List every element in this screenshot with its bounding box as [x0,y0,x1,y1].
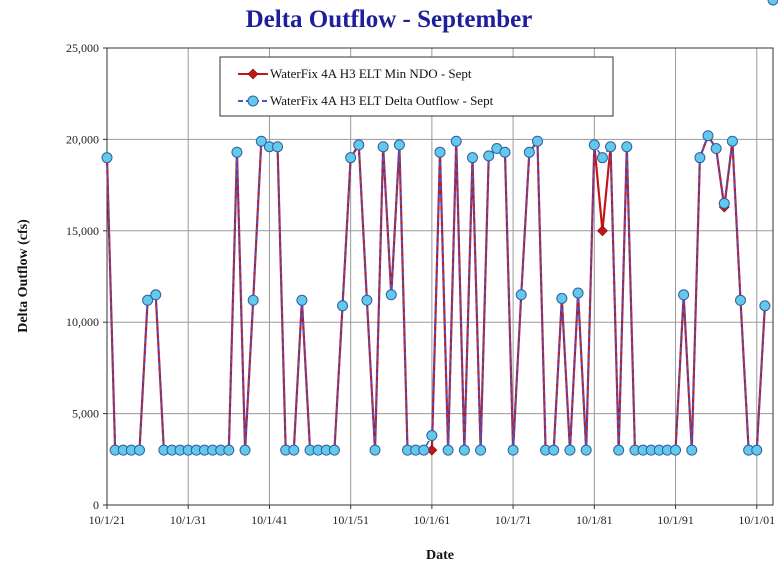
x-axis-label: Date [426,548,454,563]
y-tick-label: 20,000 [66,132,99,146]
data-point-delta-outflow [710,143,722,155]
data-point-delta-outflow [596,152,608,164]
data-point-delta-outflow [288,444,300,456]
data-point-delta-outflow [150,289,162,301]
data-point-delta-outflow [718,197,730,209]
data-point-delta-outflow [393,139,405,151]
data-point-delta-outflow [337,300,349,312]
data-point-delta-outflow [515,289,527,301]
data-point-delta-outflow [613,444,625,456]
x-tick-label: 10/1/91 [657,513,694,527]
y-tick-label: 0 [93,498,99,512]
data-point-delta-outflow [101,152,113,164]
plot-area [106,47,774,506]
data-point-delta-outflow [466,152,478,164]
data-point-delta-outflow [483,150,495,162]
y-axis-label: Delta Outflow (cfs) [16,219,31,333]
legend-label-min-ndo: WaterFix 4A H3 ELT Min NDO - Sept [270,66,472,81]
data-point-delta-outflow [475,444,487,456]
data-point-delta-outflow [767,0,778,6]
data-point-delta-outflow [621,141,633,153]
data-point-delta-outflow [418,444,430,456]
data-point-delta-outflow [223,444,235,456]
data-point-delta-outflow [564,444,576,456]
data-point-delta-outflow [759,300,771,312]
data-point-delta-outflow [686,444,698,456]
legend-box [219,56,614,117]
data-point-delta-outflow [450,135,462,147]
y-tick-label: 15,000 [66,224,99,238]
x-axis: 10/1/21 10/1/31 10/1/41 10/1/51 10/1/61 10/1/… [89,505,775,527]
data-point-delta-outflow [726,135,738,147]
data-point-delta-outflow [580,444,592,456]
data-point-delta-outflow [702,130,714,142]
y-tick-label: 25,000 [66,41,99,55]
legend-label-delta-outflow: WaterFix 4A H3 ELT Delta Outflow - Sept [270,93,494,108]
data-point-delta-outflow [531,135,543,147]
y-axis: 0 5,000 10,000 15,000 20,000 25,000 [66,41,107,512]
y-tick-label: 10,000 [66,315,99,329]
x-tick-label: 10/1/41 [251,513,288,527]
data-point-delta-outflow [345,152,357,164]
data-point-delta-outflow [361,294,373,306]
data-point-delta-outflow [133,444,145,456]
data-point-delta-outflow [507,444,519,456]
data-point-delta-outflow [255,135,267,147]
series-group [101,0,778,456]
data-point-delta-outflow [328,444,340,456]
data-point-delta-outflow [523,146,535,158]
gridlines [106,48,773,505]
x-tick-label: 10/1/21 [89,513,126,527]
data-point-delta-outflow [272,141,284,153]
data-point-delta-outflow [239,444,251,456]
data-point-delta-outflow [605,141,617,153]
data-point-delta-outflow [548,444,560,456]
x-tick-label: 10/1/31 [170,513,207,527]
data-point-min-ndo [597,225,608,237]
data-point-delta-outflow [231,146,243,158]
data-point-delta-outflow [369,444,381,456]
data-point-delta-outflow [296,294,308,306]
x-tick-label: 10/1/01 [738,513,775,527]
data-point-delta-outflow [694,152,706,164]
data-point-delta-outflow [499,146,511,158]
y-tick-label: 5,000 [72,407,99,421]
data-point-delta-outflow [385,289,397,301]
x-tick-label: 10/1/71 [495,513,532,527]
chart-title: Delta Outflow - September [245,6,533,33]
data-point-delta-outflow [142,294,154,306]
data-point-delta-outflow [678,289,690,301]
data-point-delta-outflow [442,444,454,456]
x-tick-label: 10/1/51 [332,513,369,527]
legend-marker-delta-outflow [247,95,259,107]
data-point-delta-outflow [572,287,584,299]
series-line-delta-outflow [106,134,766,451]
x-tick-label: 10/1/81 [576,513,613,527]
data-point-delta-outflow [353,139,365,151]
data-point-delta-outflow [426,430,438,442]
data-point-delta-outflow [588,139,600,151]
legend: WaterFix 4A H3 ELT Min NDO - Sept WaterF… [219,56,614,117]
data-point-delta-outflow [670,444,682,456]
data-point-delta-outflow [556,292,568,304]
data-point-delta-outflow [751,444,763,456]
data-point-delta-outflow [434,146,446,158]
data-point-delta-outflow [458,444,470,456]
data-point-delta-outflow [377,141,389,153]
data-point-delta-outflow [247,294,259,306]
legend-marker-min-ndo [247,68,259,80]
x-tick-label: 10/1/61 [414,513,451,527]
data-point-delta-outflow [735,294,747,306]
